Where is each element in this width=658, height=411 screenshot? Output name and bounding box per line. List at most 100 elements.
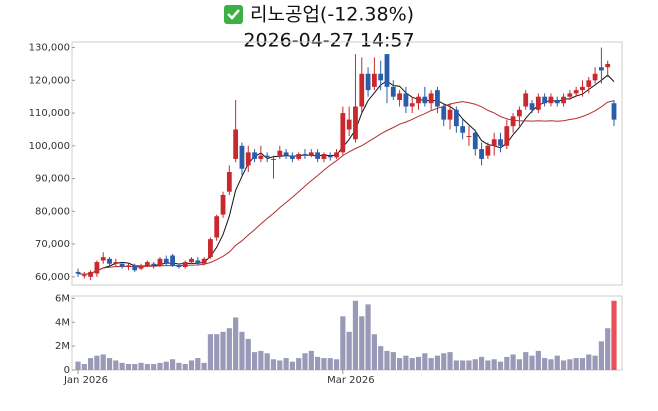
y2-tick-label: 2M [55,341,70,352]
candle-body [283,152,289,156]
candle-body [75,271,81,274]
candle-body [479,149,484,159]
candle-body [334,152,339,158]
volume-bar [510,354,516,370]
candle-body [245,152,251,166]
volume-bar [605,328,611,370]
candle-body [598,67,604,71]
volume-bar [289,361,295,370]
volume-bar [132,364,138,370]
candle-body [397,93,402,100]
volume-bar [371,334,377,370]
candle-body [302,154,308,156]
volume-bar [529,355,535,370]
y2-tick-label: 6M [55,293,70,304]
volume-bar [88,358,94,370]
moving-average [77,100,615,275]
candle-body [176,265,182,267]
candle-body [315,152,321,159]
volume-bar [592,355,598,370]
candle-body [384,54,390,87]
candle-body [346,119,352,130]
volume-bar [535,350,541,370]
candle-body [586,80,592,87]
volume-bar [302,353,308,370]
candle-body [592,73,598,81]
volume-bar [447,352,453,370]
candle-body [409,103,415,107]
candle-body [435,90,440,107]
volume-bar [516,359,523,370]
volume-bar [226,328,232,370]
x-tick-label: Jan 2026 [63,375,108,386]
y-tick-label: 70,000 [35,239,70,250]
candle-body [258,155,264,159]
volume-bar [611,300,617,370]
candle-body [390,86,396,97]
candle-body [264,155,270,158]
volume-bar [428,358,434,370]
chart-subtitle: 2026-04-27 14:57 [243,30,414,52]
candle-body [220,194,226,215]
candle-body [208,239,213,258]
candle-body [100,257,106,261]
candle-body [107,258,112,264]
candle-body [170,255,175,266]
candle-body [542,96,548,104]
volume-bar [119,362,125,370]
volume-bar [384,350,390,370]
candle-body [94,262,100,274]
candle-body [189,258,194,263]
y-tick-label: 60,000 [35,272,70,283]
candle-body [308,152,314,156]
candle-body [573,90,579,94]
candle-body [365,73,371,91]
volume-bar [352,300,359,370]
candle-body [271,158,276,160]
volume-bar [415,356,422,370]
volume-bar [365,304,371,370]
volume-bar [548,359,554,370]
candle-body [113,262,119,264]
volume-bar [75,361,81,370]
y-tick-label: 120,000 [29,75,70,86]
volume-bar [245,338,251,370]
candle-body [138,265,144,269]
volume-bar [478,356,485,370]
candle-body [517,109,522,117]
volume-bar [195,358,201,370]
volume-bar [434,355,441,370]
volume-bar [523,352,529,370]
volume-bar [340,316,346,370]
volume-bar [201,362,207,370]
candle-body [371,73,377,87]
volume-bar [346,331,352,370]
candle-body [151,263,157,266]
price-panel [71,41,623,286]
volume-bar [144,364,150,370]
candle-body [321,154,327,159]
volume-bar [188,360,195,370]
y-tick-label: 110,000 [29,108,70,119]
volume-bar [422,353,428,370]
candle-body [201,258,207,264]
volume-bar [270,359,277,370]
candle-body [296,154,302,159]
volume-bar [567,359,573,370]
volume-bar [138,362,144,370]
y-tick-label: 90,000 [35,174,70,185]
candle-body [529,103,535,110]
candle-body [157,258,163,266]
volume-bar [100,354,106,370]
volume-bar [264,353,270,370]
volume-bar [485,360,491,370]
candle-body [567,93,573,97]
chart-title: 리노공업(-12.38%) [250,4,414,26]
y2-tick-label: 0 [64,365,70,376]
volume-bar [542,358,548,370]
volume-bar [554,355,560,370]
volume-bar [333,359,340,370]
candle-body [403,93,409,107]
